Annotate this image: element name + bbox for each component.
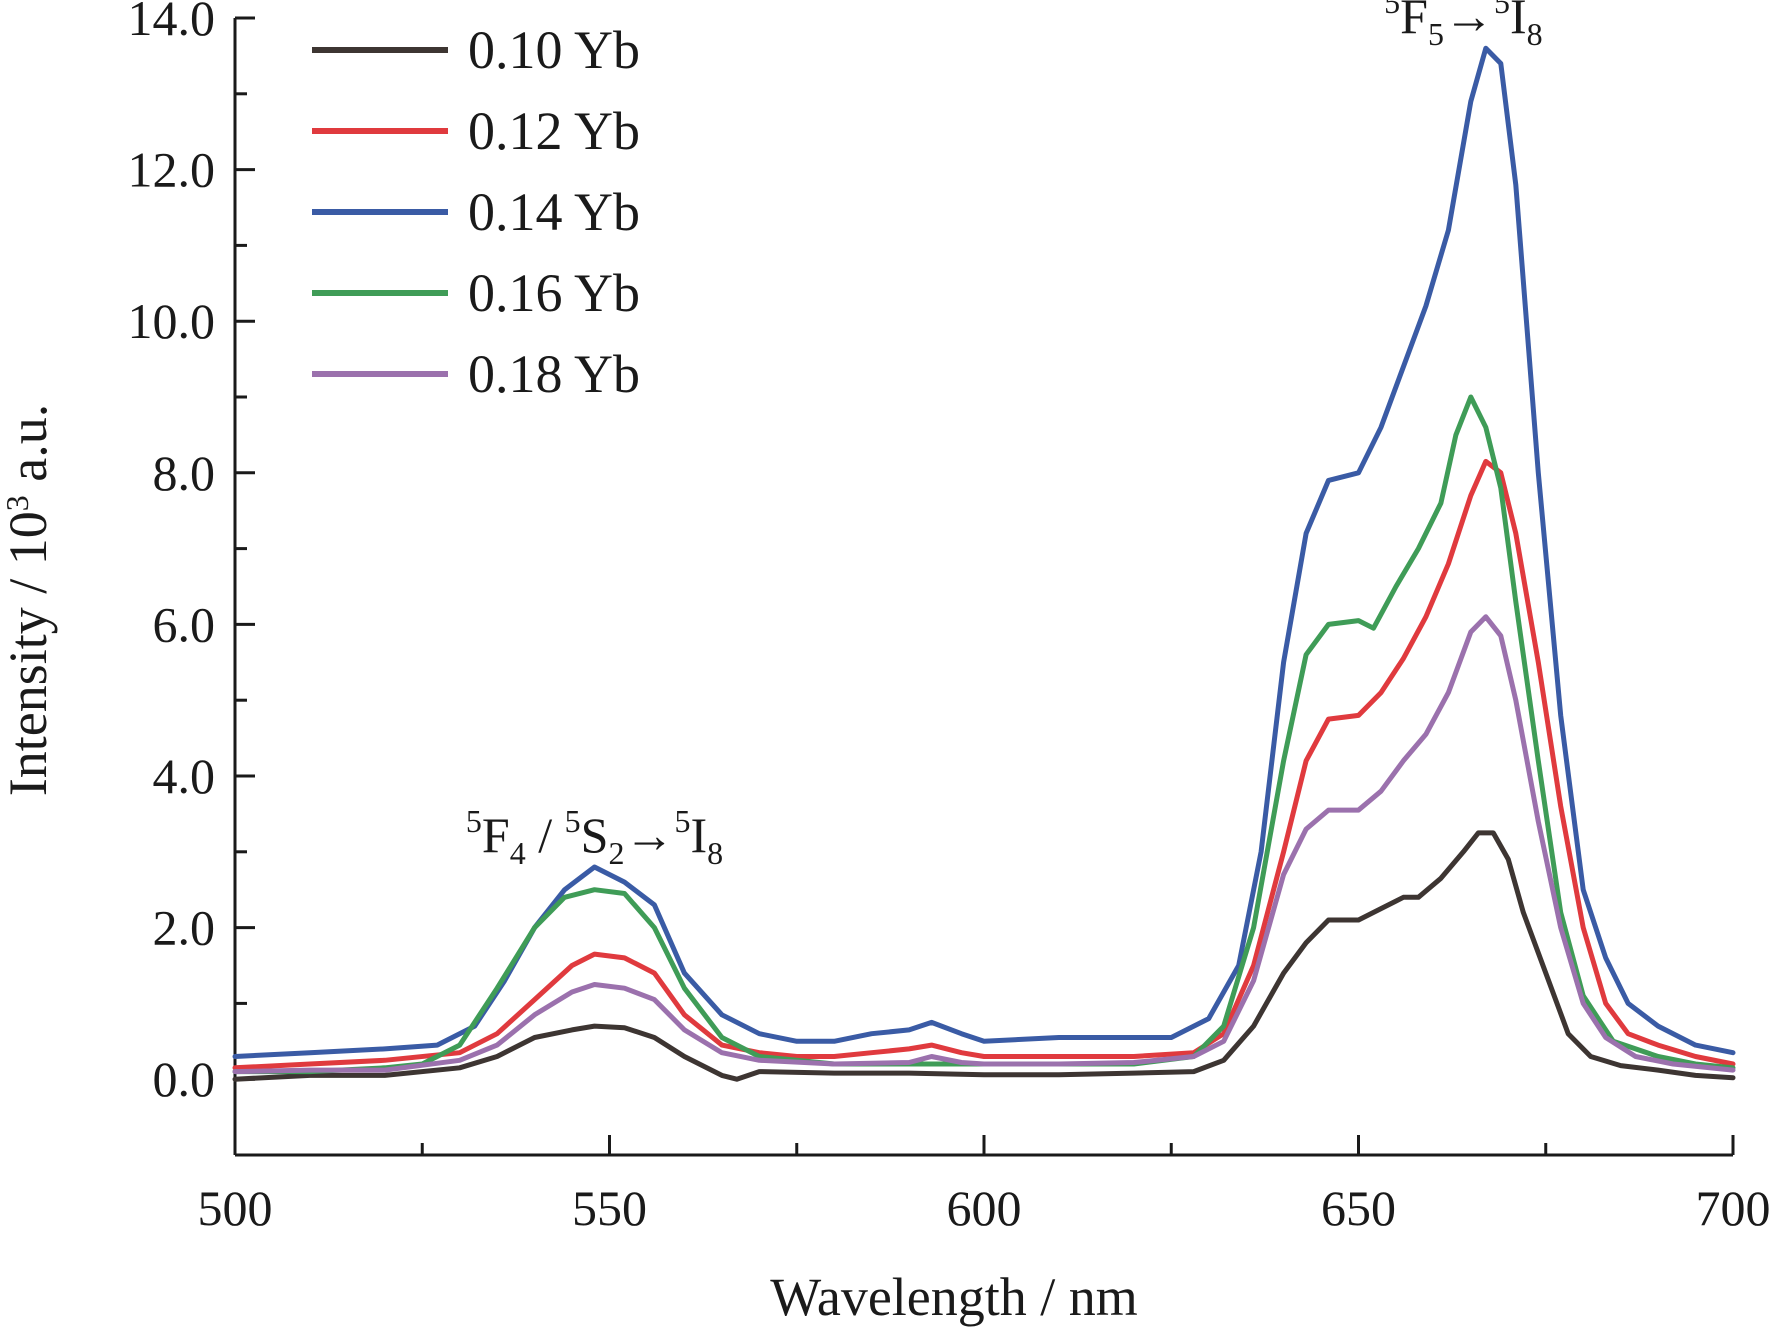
- annotation-part: F: [482, 807, 510, 863]
- y-axis-title-main: Intensity / 10: [0, 511, 58, 796]
- series-line-0-18-Yb: [232, 614, 1736, 1075]
- series-line-0-12-Yb: [232, 458, 1736, 1071]
- legend-label: 0.12 Yb: [468, 101, 640, 161]
- annotation-part: →: [1444, 0, 1494, 44]
- annotation-part: 4: [510, 835, 526, 871]
- annotation: 5F4 / 5S2→5I8: [466, 803, 723, 871]
- y-axis-title-tail: a.u.: [0, 404, 58, 495]
- x-tick-label: 700: [1696, 1180, 1771, 1236]
- y-axis-title-sup: 3: [0, 495, 35, 511]
- y-tick-label: 14.0: [128, 0, 216, 46]
- annotation-part: 5: [565, 803, 581, 839]
- axes: 500 550 600 650 700 0.0 2.0 4.0 6.0 8.0 10.0 12.0 14…: [128, 0, 1771, 1236]
- series-line-0-14-Yb: [232, 45, 1736, 1059]
- annotation-part: 5: [1494, 0, 1510, 20]
- x-tick-label: 500: [198, 1180, 273, 1236]
- annotation-part: 5: [674, 803, 690, 839]
- legend-label: 0.14 Yb: [468, 182, 640, 242]
- annotation-part: I: [1510, 0, 1527, 44]
- y-tick-label: 8.0: [153, 445, 216, 501]
- annotation-part: 5: [466, 803, 482, 839]
- annotation-part: /: [526, 807, 565, 863]
- y-axis-title: Intensity / 103 a.u.: [0, 404, 58, 796]
- annotation-part: →: [624, 807, 674, 863]
- annotation-part: 5: [1384, 0, 1400, 20]
- legend-label: 0.16 Yb: [468, 263, 640, 323]
- series-line-0-16-Yb: [232, 394, 1736, 1075]
- x-tick-label: 550: [572, 1180, 647, 1236]
- y-tick-label: 0.0: [153, 1051, 216, 1107]
- y-tick-label: 2.0: [153, 900, 216, 956]
- legend-label: 0.10 Yb: [468, 20, 640, 80]
- annotation-part: 8: [707, 835, 723, 871]
- y-tick-label: 6.0: [153, 596, 216, 652]
- x-tick-label: 600: [947, 1180, 1022, 1236]
- series-group: [232, 45, 1736, 1082]
- annotation-part: 8: [1527, 16, 1543, 52]
- annotation-part: I: [690, 807, 707, 863]
- x-axis-title: Wavelength / nm: [770, 1267, 1138, 1327]
- annotation-part: S: [581, 807, 609, 863]
- legend: 0.10 Yb 0.12 Yb 0.14 Yb 0.16 Yb 0.18 Yb: [312, 20, 640, 404]
- annotation-part: 2: [608, 835, 624, 871]
- y-tick-label: 12.0: [128, 142, 216, 198]
- annotation: 5F5→5I8: [1384, 0, 1542, 52]
- annotation-part: F: [1400, 0, 1428, 44]
- y-tick-label: 10.0: [128, 293, 216, 349]
- annotation-part: 5: [1428, 16, 1444, 52]
- y-tick-label: 4.0: [153, 748, 216, 804]
- series-line-0-10-Yb: [232, 830, 1736, 1082]
- x-tick-label: 650: [1321, 1180, 1396, 1236]
- legend-label: 0.18 Yb: [468, 344, 640, 404]
